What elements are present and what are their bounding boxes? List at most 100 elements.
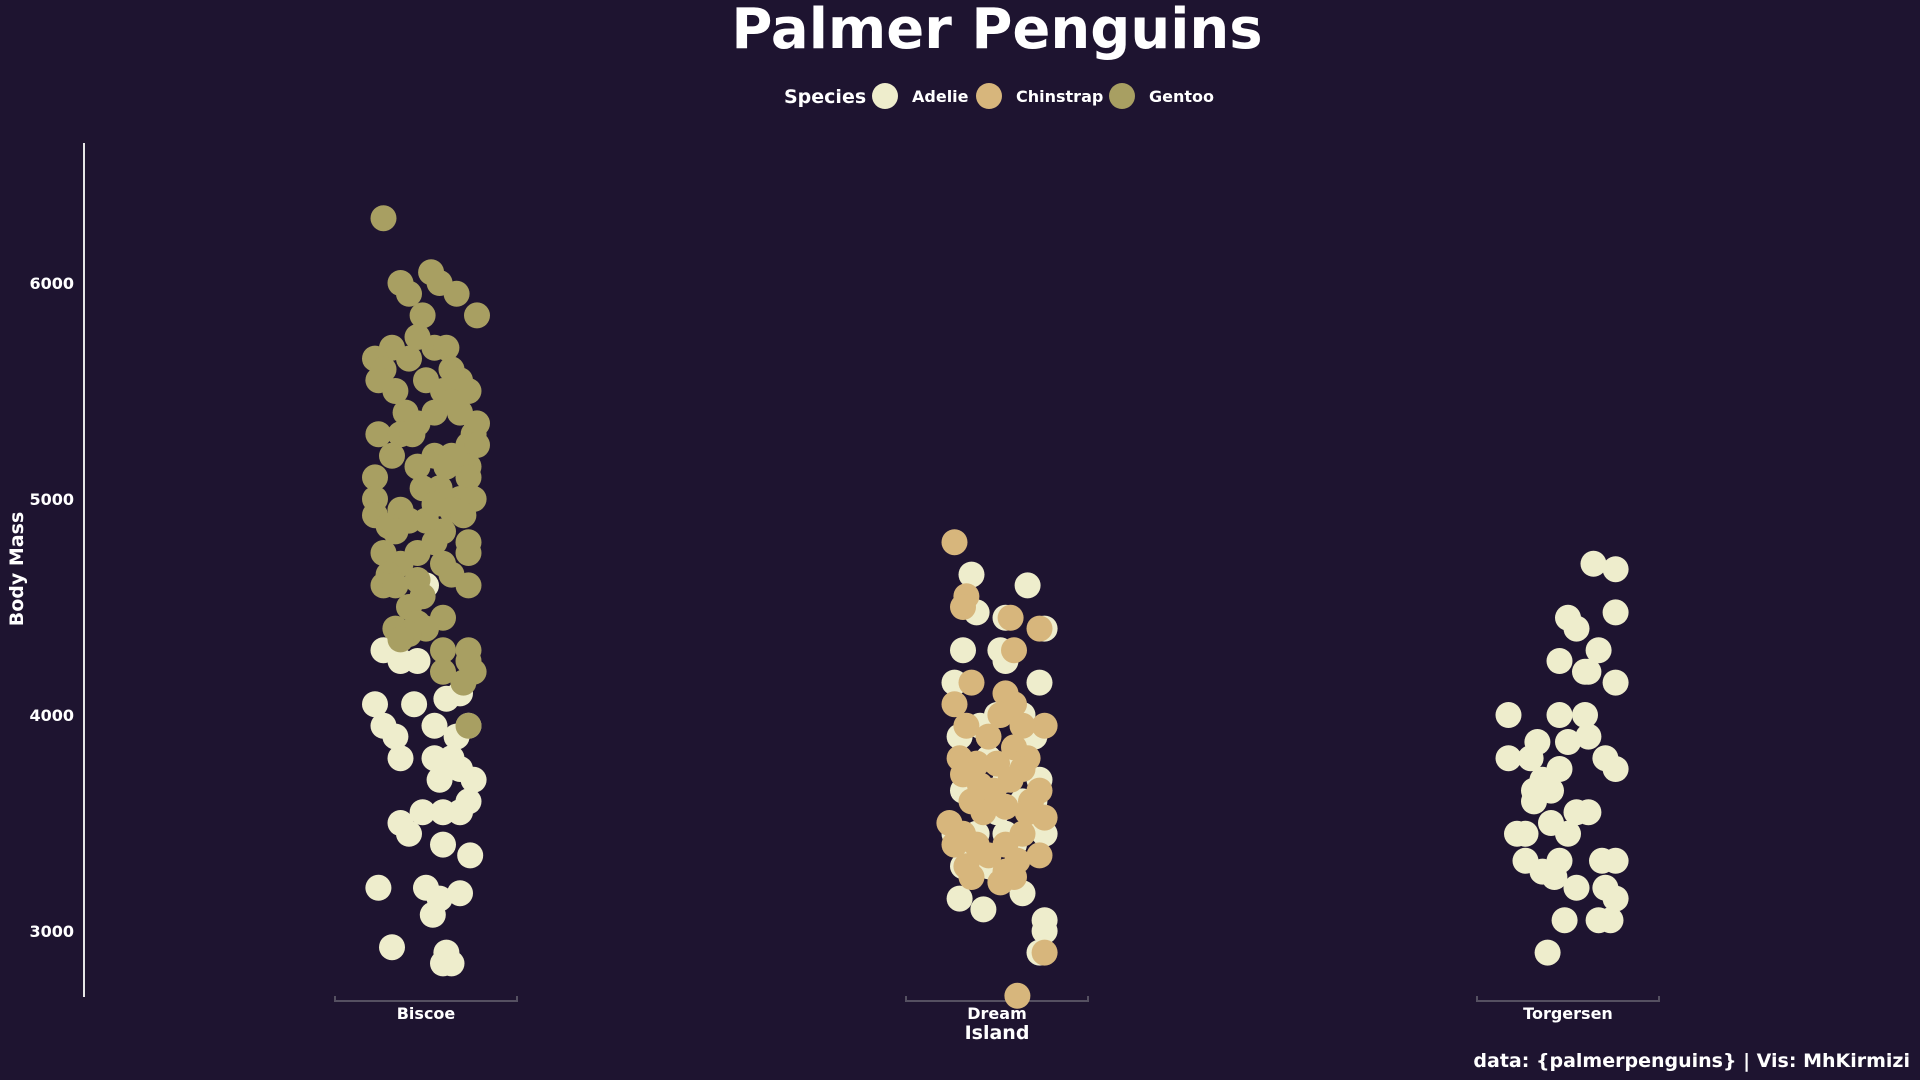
point-adelie: [1551, 907, 1578, 934]
point-adelie: [430, 831, 456, 858]
point-adelie: [1495, 745, 1522, 772]
point-adelie: [396, 820, 422, 847]
point-adelie: [1504, 820, 1530, 847]
chart-title: Palmer Penguins: [731, 0, 1262, 62]
y-tick-label: 4000: [29, 706, 74, 725]
point-adelie: [1580, 550, 1607, 577]
point-gentoo: [450, 502, 477, 529]
legend-title: Species: [784, 86, 866, 108]
point-chinstrap: [958, 669, 985, 696]
legend-swatch-chinstrap: [976, 83, 1002, 109]
point-adelie: [401, 691, 428, 718]
point-adelie: [1031, 918, 1058, 944]
point-adelie: [409, 799, 436, 826]
legend-swatch-gentoo: [1109, 83, 1135, 109]
point-adelie: [1495, 702, 1522, 728]
point-gentoo: [409, 302, 436, 329]
point-adelie: [1575, 799, 1602, 826]
point-gentoo: [396, 345, 422, 372]
point-chinstrap: [1001, 864, 1027, 890]
point-adelie: [365, 874, 392, 901]
point-chinstrap: [953, 712, 980, 739]
point-chinstrap: [975, 842, 1002, 869]
point-gentoo: [455, 540, 482, 566]
point-adelie: [1602, 756, 1629, 782]
point-gentoo: [455, 712, 482, 739]
point-chinstrap: [958, 864, 985, 890]
legend-label-adelie: Adelie: [912, 87, 969, 106]
point-gentoo: [433, 453, 460, 480]
point-gentoo: [365, 421, 392, 448]
x-category-bracket: [1476, 996, 1660, 1002]
point-gentoo: [362, 464, 388, 491]
point-gentoo: [455, 572, 482, 599]
point-adelie: [1555, 729, 1581, 755]
point-gentoo: [370, 205, 397, 232]
point-gentoo: [382, 518, 409, 545]
legend-label-chinstrap: Chinstrap: [1016, 87, 1103, 106]
point-adelie: [1563, 874, 1590, 901]
point-chinstrap: [1026, 615, 1053, 642]
legend: Species Adelie Chinstrap Gentoo: [784, 83, 1214, 109]
point-gentoo: [382, 572, 409, 599]
point-chinstrap: [941, 529, 968, 556]
point-gentoo: [430, 637, 456, 664]
point-adelie: [1546, 702, 1573, 728]
point-adelie: [1575, 658, 1602, 685]
point-chinstrap: [997, 604, 1024, 631]
point-gentoo: [379, 442, 405, 469]
y-axis-ticks: 3000 4000 5000 6000: [29, 274, 74, 941]
point-gentoo: [455, 464, 482, 491]
point-adelie: [1521, 788, 1547, 815]
point-adelie: [447, 799, 473, 826]
point-adelie: [1597, 907, 1624, 934]
y-tick-label: 5000: [29, 490, 74, 509]
point-adelie: [404, 648, 431, 674]
x-tick-label: Dream: [967, 1004, 1027, 1023]
point-adelie: [950, 637, 976, 664]
point-chinstrap: [1031, 712, 1058, 739]
point-chinstrap: [1026, 842, 1053, 869]
x-tick-label: Torgersen: [1523, 1004, 1613, 1023]
point-adelie: [379, 934, 405, 961]
point-adelie: [1563, 615, 1590, 642]
point-adelie: [421, 745, 448, 772]
point-adelie: [382, 723, 409, 750]
point-adelie: [1026, 669, 1053, 696]
point-adelie: [1546, 648, 1573, 674]
point-adelie: [387, 745, 414, 772]
point-adelie: [1555, 820, 1581, 847]
y-tick-label: 6000: [29, 274, 74, 293]
point-gentoo: [433, 334, 460, 361]
point-chinstrap: [1004, 982, 1031, 1009]
x-axis-title: Island: [965, 1022, 1030, 1044]
point-gentoo: [464, 302, 490, 329]
legend-label-gentoo: Gentoo: [1149, 87, 1214, 106]
point-adelie: [1602, 885, 1629, 912]
point-adelie: [426, 766, 453, 793]
x-category-bracket: [905, 996, 1089, 1002]
point-gentoo: [382, 378, 409, 404]
point-gentoo: [450, 669, 477, 696]
point-adelie: [421, 712, 448, 739]
point-adelie: [362, 691, 388, 718]
point-chinstrap: [941, 691, 968, 718]
point-chinstrap: [950, 594, 976, 620]
data-points: [362, 205, 1629, 1009]
point-gentoo: [443, 280, 470, 307]
point-adelie: [1602, 669, 1629, 696]
point-adelie: [958, 561, 985, 588]
point-adelie: [1585, 637, 1612, 664]
point-chinstrap: [1001, 637, 1027, 664]
point-adelie: [457, 842, 484, 869]
point-adelie: [460, 766, 487, 793]
point-adelie: [1602, 847, 1629, 874]
point-adelie: [946, 885, 973, 912]
point-chinstrap: [992, 793, 1019, 820]
x-tick-label: Biscoe: [397, 1004, 456, 1023]
point-adelie: [1602, 556, 1629, 583]
x-axis: Biscoe Dream Torgersen: [334, 996, 1660, 1023]
point-adelie: [438, 950, 465, 977]
point-gentoo: [396, 280, 422, 307]
